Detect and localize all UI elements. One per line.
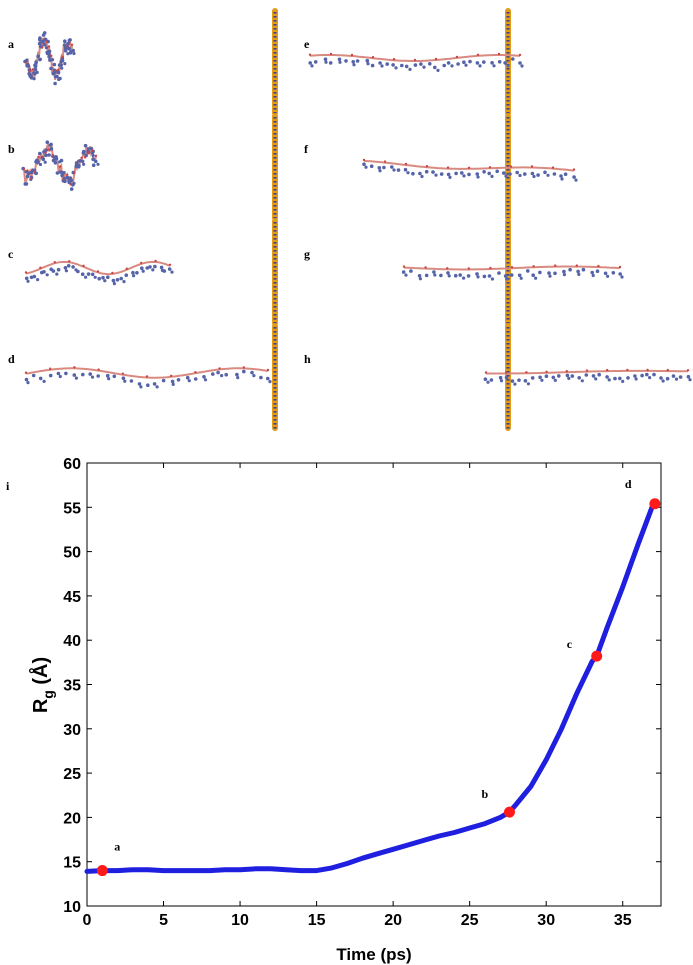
- polymer-chain: [308, 52, 524, 72]
- nanotube: [505, 218, 511, 326]
- nanotube: [272, 8, 278, 116]
- y-axis-title-rest: (Å): [28, 657, 52, 690]
- marker-b: [503, 806, 515, 818]
- chart-ticks: 0 5 10 15 20 25 30 35 10 15 20 25 30 35 40 45 50 55 60: [63, 456, 661, 929]
- polymer-chain: [483, 368, 692, 386]
- marker-c: [591, 650, 603, 662]
- y-tick-label: 15: [63, 855, 81, 872]
- polymer-chain: [24, 259, 174, 286]
- panel-label-c: c: [8, 247, 14, 261]
- y-axis-title-main: R: [30, 698, 52, 713]
- chart-panel-label: i: [6, 479, 10, 493]
- y-tick-label: 55: [63, 500, 81, 517]
- panel-label-d: d: [8, 352, 15, 366]
- y-tick-label: 35: [63, 678, 81, 695]
- chart-frame: [86, 462, 662, 907]
- y-tick-label: 25: [63, 766, 81, 783]
- panel-label-h: h: [304, 352, 311, 366]
- x-tick-label: 20: [384, 912, 402, 929]
- y-tick-label: 45: [63, 589, 81, 606]
- x-axis-title: Time (ps): [336, 945, 411, 964]
- marker-d: [649, 498, 661, 510]
- marker-label-a: a: [114, 840, 120, 854]
- chart-markers: a b c d: [96, 477, 661, 877]
- x-tick-label: 10: [231, 912, 249, 929]
- y-tick-label: 50: [63, 545, 81, 562]
- y-tick-label: 10: [63, 899, 81, 916]
- x-tick-label: 30: [537, 912, 555, 929]
- x-tick-label: 25: [461, 912, 479, 929]
- y-tick-label: 60: [63, 456, 81, 473]
- snapshot-panel-h: h: [304, 323, 692, 431]
- simulation-snapshots: a b c d e f g h: [8, 8, 692, 431]
- marker-label-b: b: [481, 787, 488, 801]
- panel-label-b: b: [8, 142, 15, 156]
- y-axis-title-sub: g: [40, 690, 56, 699]
- marker-label-c: c: [567, 637, 573, 651]
- snapshot-panel-b: b: [8, 113, 278, 221]
- polymer-chain: [362, 158, 578, 182]
- marker-a: [96, 865, 108, 877]
- panel-label-f: f: [304, 142, 309, 156]
- chart-series: [84, 501, 656, 874]
- panel-label-g: g: [304, 247, 310, 261]
- rg-chart: 0 5 10 15 20 25 30 35 10 15 20 25 30 35 40 45 50 55 60 a b c…: [6, 456, 662, 964]
- snapshot-panel-f: f: [304, 113, 578, 221]
- polymer-chain: [23, 31, 76, 86]
- panel-label-e: e: [304, 37, 310, 51]
- y-axis-title: Rg (Å): [28, 657, 56, 713]
- panel-label-a: a: [8, 37, 14, 51]
- x-tick-label: 5: [159, 912, 168, 929]
- polymer-chain: [24, 366, 272, 389]
- snapshot-panel-g: g: [304, 218, 624, 326]
- x-tick-label: 35: [614, 912, 632, 929]
- snapshot-panel-a: a: [8, 8, 278, 116]
- marker-label-d: d: [625, 477, 632, 491]
- x-tick-label: 15: [308, 912, 326, 929]
- polymer-chain: [21, 140, 100, 191]
- polymer-chain: [401, 264, 624, 281]
- y-tick-label: 20: [63, 810, 81, 827]
- y-tick-label: 40: [63, 633, 81, 650]
- snapshot-panel-c: c: [8, 218, 278, 326]
- snapshot-panel-d: d: [8, 323, 278, 431]
- nanotube: [505, 8, 511, 116]
- snapshot-panel-e: e: [304, 8, 524, 116]
- rg-series-line: [84, 501, 656, 874]
- nanotube: [272, 218, 278, 326]
- nanotube: [272, 323, 278, 431]
- nanotube: [272, 113, 278, 221]
- y-tick-label: 30: [63, 722, 81, 739]
- x-tick-label: 0: [83, 912, 92, 929]
